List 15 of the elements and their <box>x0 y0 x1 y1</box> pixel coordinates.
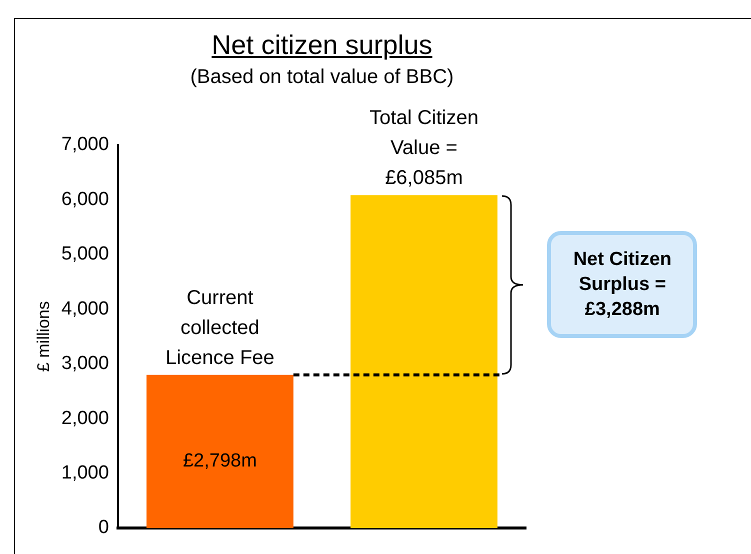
y-tick-label: 1,000 <box>61 462 109 484</box>
y-tick-label: 5,000 <box>61 244 109 265</box>
y-axis-title: £ millions <box>34 301 53 372</box>
y-tick-label: 3,000 <box>61 353 109 374</box>
chart-subtitle: (Based on total value of BBC) <box>189 66 455 89</box>
chart-title: Net citizen surplus <box>210 30 434 61</box>
y-tick-label: 7,000 <box>61 134 109 156</box>
text: Net Citizen Surplus = £3,288m <box>547 231 698 338</box>
y-tick-label: 2,000 <box>61 408 109 429</box>
y-tick-label: 6,000 <box>61 188 109 210</box>
annotation: Current collected Licence Fee <box>164 286 276 371</box>
y-tick-label: 4,000 <box>61 298 109 320</box>
y-tick-label: 0 <box>98 517 109 538</box>
annotation: Total Citizen Value = £6,085m <box>368 106 480 192</box>
data-label: £2,798m <box>182 450 257 472</box>
